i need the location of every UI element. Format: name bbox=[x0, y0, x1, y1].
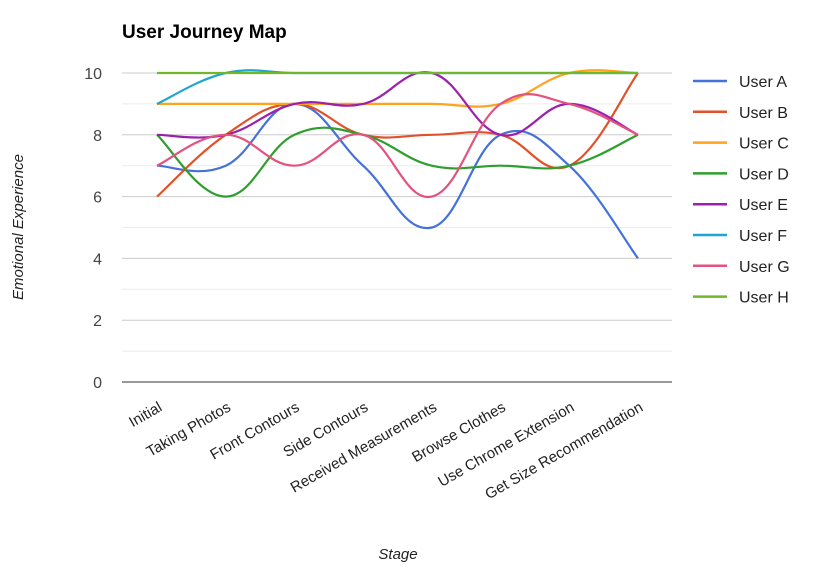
y-tick-label: 8 bbox=[93, 128, 102, 145]
legend-label: User F bbox=[739, 228, 787, 245]
legend-label: User G bbox=[739, 259, 790, 276]
legend-label: User A bbox=[739, 74, 787, 91]
y-axis-title: Emotional Experience bbox=[10, 154, 27, 300]
y-tick-label: 2 bbox=[93, 313, 102, 330]
y-tick-label: 6 bbox=[93, 190, 102, 207]
legend-label: User C bbox=[739, 136, 789, 153]
series-line-user-d bbox=[156, 126, 639, 198]
legend-label: User E bbox=[739, 197, 788, 214]
legend-label: User B bbox=[739, 105, 788, 122]
series-line-user-e bbox=[156, 71, 639, 139]
series-line-user-a bbox=[156, 102, 639, 260]
y-tick-label: 10 bbox=[84, 66, 102, 83]
x-tick-label: Initial bbox=[126, 399, 165, 431]
y-tick-label: 0 bbox=[93, 375, 102, 392]
series-line-user-f bbox=[156, 69, 638, 105]
series-line-user-g bbox=[156, 93, 639, 198]
y-tick-label: 4 bbox=[93, 251, 102, 268]
x-axis-title: Stage bbox=[378, 546, 417, 563]
legend-label: User D bbox=[739, 166, 789, 183]
legend-label: User H bbox=[739, 290, 789, 307]
series-line-user-c bbox=[156, 69, 639, 108]
chart-title: User Journey Map bbox=[122, 22, 287, 43]
